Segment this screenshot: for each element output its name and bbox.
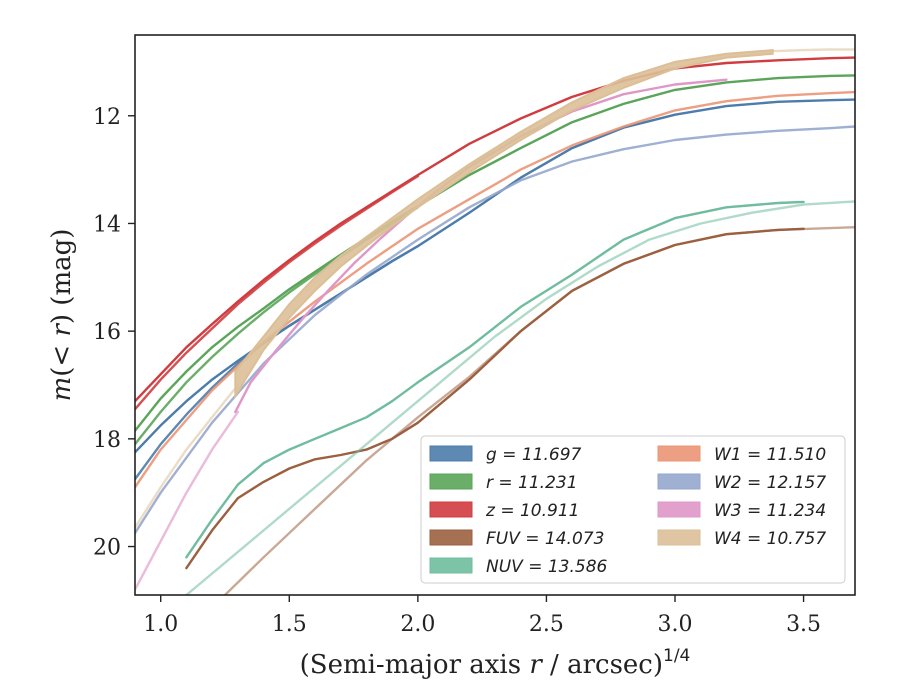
series-fuv	[185, 225, 855, 595]
legend-swatch	[657, 445, 701, 462]
legend-entries: g = 11.697 r = 11.231 z = 10.911 FUV = 14.0…	[429, 445, 826, 577]
x-tick-label: 3.5	[786, 612, 821, 637]
y-axis-title-open: (	[47, 367, 77, 377]
legend-item-g: g = 11.697	[429, 445, 582, 465]
y-axis-title: m(< r) (mag)	[47, 229, 77, 402]
legend-label: NUV = 13.586	[486, 557, 608, 577]
x-axis-title-exponent: 1/4	[663, 646, 690, 666]
y-axis-title-r: r	[47, 323, 77, 337]
y-tick-label: 16	[93, 320, 121, 345]
y-tick-label: 14	[93, 212, 121, 237]
legend-swatch	[429, 529, 473, 546]
legend-item-z: z = 10.911	[429, 501, 579, 521]
x-tick-label: 2.5	[529, 612, 564, 637]
legend-swatch	[657, 473, 701, 490]
series-nuv	[185, 200, 855, 595]
series-z	[135, 56, 855, 411]
legend-swatch	[429, 445, 473, 462]
legend-swatch	[429, 557, 473, 574]
curve-nuv-0	[185, 200, 805, 559]
legend-label: W2 = 12.157	[714, 473, 826, 493]
x-axis-title-var: r	[529, 650, 543, 680]
legend-label: g = 11.697	[486, 445, 582, 465]
legend-item-fuv: FUV = 14.073	[429, 529, 604, 549]
legend-label: z = 10.911	[485, 501, 579, 521]
curve-nuv-1	[185, 200, 855, 595]
series-layer	[135, 48, 855, 595]
y-tick-label: 18	[93, 428, 121, 453]
series-w4	[135, 48, 855, 529]
legend-swatch	[657, 501, 701, 518]
legend-item-r: r = 11.231	[429, 473, 578, 493]
curve-fuv-1	[223, 225, 855, 595]
y-tick-label: 20	[93, 536, 121, 561]
legend-swatch	[429, 501, 473, 518]
plot-frame	[134, 34, 856, 596]
y-axis-title-unit: (mag)	[47, 229, 77, 314]
band-w4	[234, 49, 774, 400]
legend-swatch	[657, 529, 701, 546]
legend-label: W4 = 10.757	[714, 529, 826, 549]
legend-item-w3: W3 = 11.234	[657, 501, 826, 521]
legend: g = 11.697 r = 11.231 z = 10.911 FUV = 14.0…	[420, 435, 846, 584]
x-axis-title-tail: / arcsec)	[542, 650, 663, 680]
x-tick-label: 2.0	[400, 612, 435, 637]
curve-w4-0	[771, 48, 855, 53]
y-tick-label: 12	[93, 105, 121, 130]
legend-label: W3 = 11.234	[714, 501, 826, 521]
legend-item-w4: W4 = 10.757	[657, 529, 826, 549]
legend-label: r = 11.231	[486, 473, 578, 493]
x-tick-label: 1.5	[272, 612, 307, 637]
x-tick-label: 1.0	[143, 612, 178, 637]
series-w1	[135, 90, 855, 489]
curve-w3-1	[135, 410, 240, 591]
y-axis: 12 14 16 18 20	[93, 105, 135, 561]
legend-item-w1: W1 = 11.510	[657, 445, 826, 465]
curve-w4-1	[135, 383, 240, 529]
legend-label: W1 = 11.510	[714, 445, 826, 465]
x-axis: 1.0 1.5 2.0 2.5 3.0 3.5	[143, 595, 821, 637]
legend-swatch	[429, 473, 473, 490]
x-axis-title: (Semi-major axis r / arcsec)1/4	[300, 646, 691, 680]
legend-item-w2: W2 = 12.157	[657, 473, 826, 493]
legend-item-nuv: NUV = 13.586	[429, 557, 608, 577]
curve-z-1	[135, 174, 420, 411]
x-tick-label: 3.0	[658, 612, 693, 637]
curve-w1-0	[135, 90, 855, 489]
y-axis-title-close: )	[47, 314, 77, 324]
legend-label: FUV = 14.073	[486, 529, 604, 549]
y-axis-title-lt: <	[47, 337, 77, 367]
x-axis-title-main: (Semi-major axis	[300, 650, 530, 680]
legend-box	[420, 435, 846, 584]
y-axis-title-m: m	[47, 377, 77, 402]
